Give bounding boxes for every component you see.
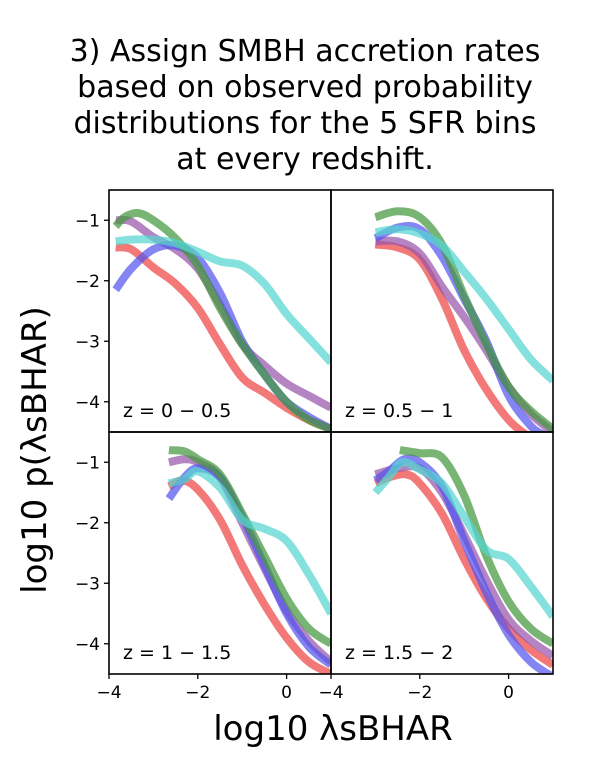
- x-tick-label: 0: [281, 683, 292, 703]
- x-tick-label: −4: [318, 683, 343, 703]
- x-axis-label: log10 λsBHAR: [213, 709, 453, 749]
- series-line-red: [373, 470, 553, 669]
- y-axis-label: log10 p(λsBHAR): [15, 306, 55, 594]
- y-tick-label: −4: [75, 635, 100, 655]
- x-tick-label: 0: [503, 683, 514, 703]
- title-line: at every redshift.: [176, 142, 434, 177]
- y-tick-label: −1: [75, 453, 100, 473]
- title-line: 3) Assign SMBH accretion rates: [69, 34, 541, 69]
- series-line-green: [112, 208, 331, 432]
- series-line-cyan: [374, 225, 553, 384]
- y-tick-label: −4: [75, 393, 100, 413]
- panel-2: [373, 207, 553, 432]
- panel-frame: [330, 431, 554, 675]
- panel-label: z = 1 − 1.5: [123, 642, 231, 664]
- series-line-green: [374, 207, 553, 432]
- series-line-cyan: [372, 458, 553, 619]
- y-tick-label: −1: [75, 211, 100, 231]
- title-line: distributions for the 5 SFR bins: [73, 106, 537, 141]
- panel-3: [165, 446, 331, 674]
- x-tick-label: −4: [96, 683, 121, 703]
- x-tick-label: −2: [185, 683, 210, 703]
- title-line: based on observed probability: [77, 70, 533, 105]
- panel-label: z = 0.5 − 1: [345, 400, 453, 422]
- series-line-green: [399, 446, 553, 648]
- series-line-cyan: [115, 235, 331, 366]
- panel-4: [372, 446, 553, 674]
- y-tick-label: −2: [75, 514, 100, 534]
- series-line-cyan: [167, 467, 331, 616]
- y-tick-label: −3: [75, 574, 100, 594]
- panel-label: z = 1.5 − 2: [345, 642, 453, 664]
- panel-1: [112, 208, 331, 432]
- y-tick-label: −2: [75, 272, 100, 292]
- x-tick-label: −2: [407, 683, 432, 703]
- y-tick-label: −3: [75, 332, 100, 352]
- chart-title: 3) Assign SMBH accretion rates based on …: [0, 34, 610, 178]
- panel-label: z = 0 − 0.5: [123, 400, 231, 422]
- series-line-red: [374, 240, 529, 432]
